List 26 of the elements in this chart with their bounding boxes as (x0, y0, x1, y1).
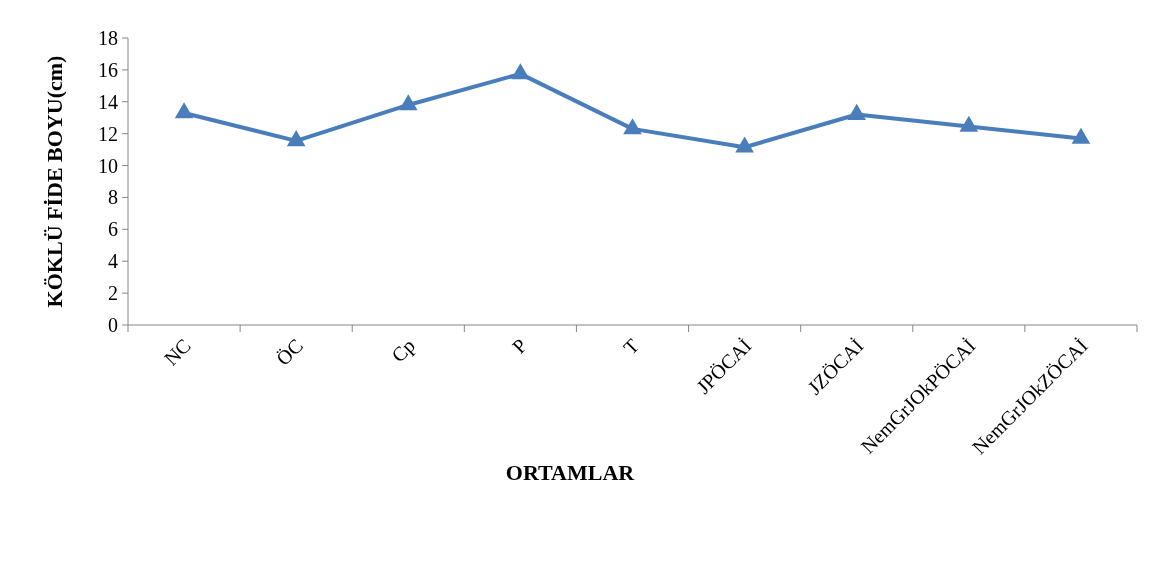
y-tick-label: 4 (108, 250, 118, 273)
point (959, 115, 979, 132)
y-tick-label: 10 (98, 154, 118, 177)
point (174, 102, 194, 119)
y-tick-label: 8 (108, 186, 118, 209)
y-tick-label: 18 (98, 27, 118, 49)
point (847, 103, 867, 120)
y-tick-label: 12 (98, 122, 118, 145)
x-tick-label: ÖC (271, 334, 307, 370)
y-tick-label: 6 (108, 218, 118, 241)
x-axis-title: ORTAMLAR (505, 460, 636, 485)
point (623, 118, 642, 135)
point (735, 136, 754, 153)
point (286, 130, 306, 147)
point (511, 63, 530, 80)
point (1071, 127, 1091, 144)
y-tick-label: 2 (108, 282, 118, 305)
x-tick-label: NC (159, 334, 195, 370)
point (398, 94, 418, 111)
y-tick-label: 0 (108, 314, 118, 336)
x-tick-label: T (619, 334, 644, 359)
y-axis-title: KÖKLÜ FİDE BOYU(cm) (42, 55, 67, 308)
y-tick-label: 16 (98, 58, 118, 81)
x-tick-label: P (507, 334, 532, 358)
y-tick-label: 14 (98, 90, 118, 113)
x-tick-label: Cp (387, 334, 420, 368)
